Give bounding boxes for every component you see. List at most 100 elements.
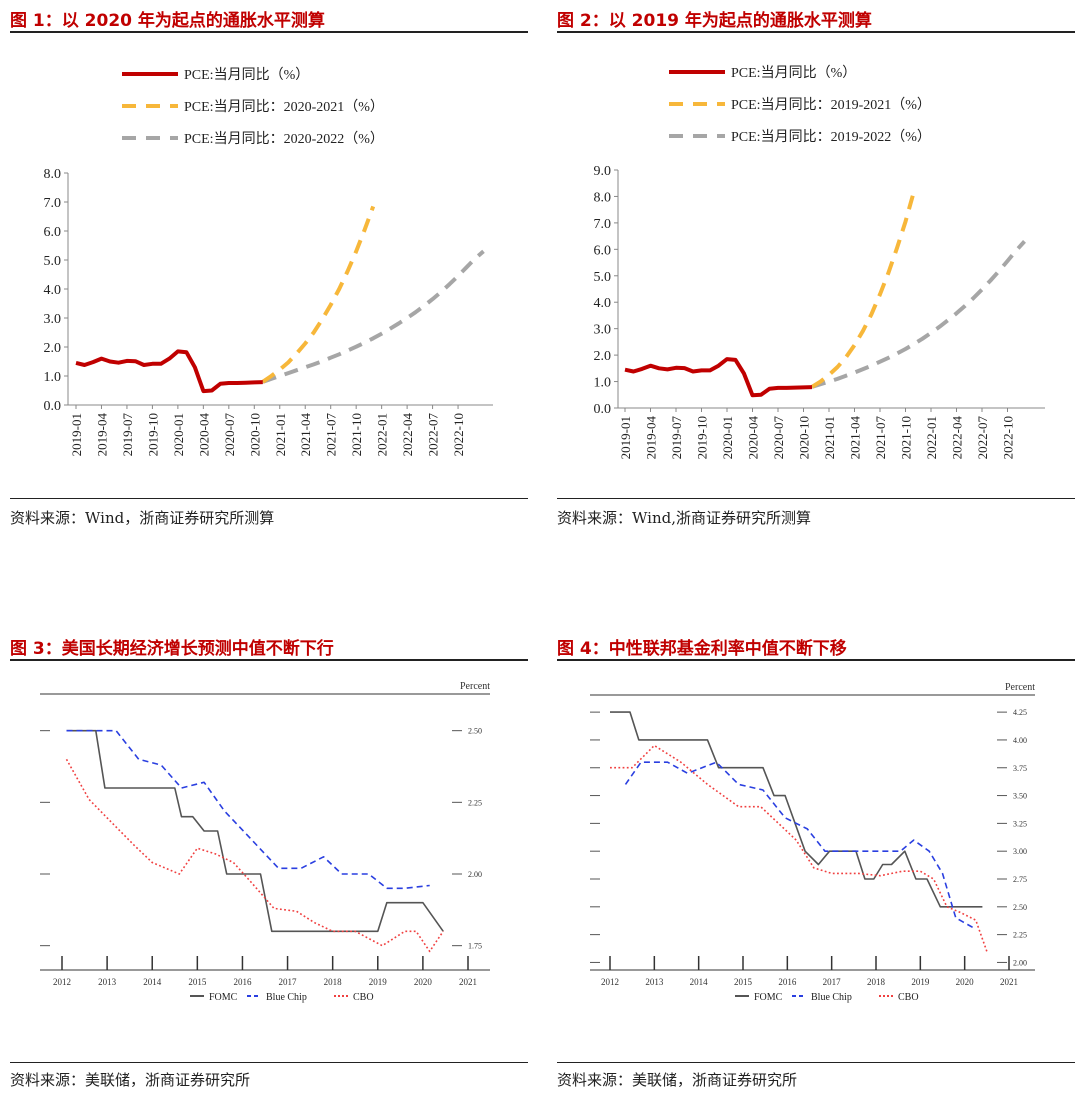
fig2-legend-label-2: PCE:当月同比：2019-2022（%）: [731, 129, 931, 145]
fig2-x-tick-label: 2020-10: [797, 416, 812, 459]
figure-4-title: 图 4：中性联邦基金利率中值不断下移: [557, 639, 847, 659]
fig1-x-tick-label: 2019-07: [120, 413, 135, 457]
fig2-x-tick-label: 2019-04: [644, 416, 659, 460]
fig2-y-tick-label: 8.0: [594, 190, 612, 205]
fig2-y-tick-label: 3.0: [594, 323, 612, 338]
fig4-y-tick-label: 3.75: [1013, 764, 1027, 773]
fig4-x-tick-label: 2014: [690, 977, 709, 987]
fig3-legend-label-0: FOMC: [209, 992, 238, 1003]
figure-2-source: 资料来源：Wind,浙商证券研究所测算: [557, 509, 811, 527]
fig2-y-tick-label: 1.0: [594, 376, 612, 391]
figure-3: 图 3：美国长期经济增长预测中值不断下行 Percent 1.75 2.00 2.25…: [10, 628, 528, 1094]
fig2-x-tick-label: 2022-04: [950, 416, 965, 460]
fig2-x-tick-label: 2022-07: [975, 416, 990, 460]
fig4-x-tick-label: 2017: [823, 977, 842, 987]
fig2-x-tick-label: 2021-10: [899, 416, 914, 459]
fig4-y-tick-label: 2.50: [1013, 903, 1027, 912]
figure-1-source: 资料来源：Wind，浙商证券研究所测算: [10, 509, 275, 527]
fig4-series-cbo-line: [610, 744, 988, 952]
fig2-y-tick-label: 7.0: [594, 217, 612, 232]
fig3-series-cbo-line: [65, 758, 444, 953]
figure-2-bottom-rule: [557, 498, 1075, 499]
fig1-x-tick-label: 2021-01: [273, 413, 288, 456]
fig1-y-tick-label: 2.0: [44, 341, 62, 356]
fig2-series-1-line: [810, 190, 916, 389]
fig3-x-tick-label: 2012: [53, 977, 71, 987]
fig3-series-fomc-line: [66, 729, 444, 933]
fig3-legend-label-2: CBO: [353, 992, 374, 1003]
figure-4: 图 4：中性联邦基金利率中值不断下移 Percent 2.00 2.25 2.50 2.…: [557, 628, 1075, 1094]
fig1-legend-label-2: PCE:当月同比：2020-2022（%）: [184, 131, 384, 147]
fig3-legend-label-1: Blue Chip: [266, 992, 307, 1003]
fig1-y-tick-label: 0.0: [44, 399, 62, 414]
fig1-series-0-line: [75, 349, 263, 394]
figure-2: 图 2：以 2019 年为起点的通胀水平测算 PCE:当月同比（%） PCE:当月…: [557, 0, 1075, 540]
fig3-y-tick-label: 2.00: [468, 870, 482, 879]
fig2-series-2-line: [811, 240, 1026, 389]
fig1-x-tick-label: 2020-01: [171, 413, 186, 456]
figure-3-chart: Percent 1.75 2.00 2.25 2.50 2012 2013 2014 2015 2…: [40, 681, 490, 1003]
fig1-y-tick-label: 7.0: [44, 196, 62, 211]
fig4-x-tick-label: 2013: [645, 977, 664, 987]
fig1-x-tick-label: 2021-07: [324, 413, 339, 457]
fig1-y-tick-label: 8.0: [44, 167, 62, 182]
fig4-legend-label-1: Blue Chip: [811, 992, 852, 1003]
fig1-x-tick-label: 2020-04: [196, 413, 211, 457]
fig2-legend-label-0: PCE:当月同比（%）: [731, 65, 856, 81]
fig4-x-tick-label: 2021: [1000, 977, 1018, 987]
figure-3-title: 图 3：美国长期经济增长预测中值不断下行: [10, 639, 334, 659]
fig2-y-tick-label: 6.0: [594, 243, 612, 258]
fig3-x-tick-label: 2014: [143, 977, 162, 987]
fig1-x-tick-label: 2020-07: [222, 413, 237, 457]
fig2-x-tick-label: 2022-01: [924, 416, 939, 459]
fig1-x-tick-label: 2022-04: [400, 413, 415, 457]
figure-1-top-rule: [10, 31, 528, 33]
fig4-y-tick-label: 3.50: [1013, 792, 1027, 801]
fig2-y-tick-label: 0.0: [594, 402, 612, 417]
fig1-x-tick-label: 2019-04: [94, 413, 109, 457]
fig3-x-tick-label: 2018: [324, 977, 343, 987]
fig3-series-blue-chip-line: [66, 729, 430, 890]
fig1-x-tick-label: 2021-10: [349, 413, 364, 456]
fig2-x-tick-label: 2019-07: [669, 416, 684, 460]
fig3-y-tick-label: 1.75: [468, 942, 482, 951]
fig1-y-tick-label: 6.0: [44, 225, 62, 240]
fig3-x-tick-label: 2020: [414, 977, 433, 987]
fig4-x-tick-label: 2015: [734, 977, 753, 987]
figure-1-bottom-rule: [10, 498, 528, 499]
figure-4-top-rule: [557, 659, 1075, 661]
figure-2-chart: PCE:当月同比（%） PCE:当月同比：2019-2021（%） PCE:当月同比…: [594, 65, 1045, 460]
fig4-y-tick-label: 2.75: [1013, 875, 1027, 884]
fig4-x-tick-label: 2016: [778, 977, 797, 987]
fig4-x-tick-label: 2020: [956, 977, 975, 987]
fig2-x-tick-label: 2021-04: [848, 416, 863, 460]
fig3-y-tick-label: 2.50: [468, 727, 482, 736]
fig4-legend-label-2: CBO: [898, 992, 919, 1003]
fig4-x-tick-label: 2019: [911, 977, 930, 987]
fig1-y-tick-label: 3.0: [44, 312, 62, 327]
figure-4-chart: Percent 2.00 2.25 2.50 2.75 3.00 3.25 3.50 3.75 4…: [590, 682, 1035, 1003]
fig1-x-tick-label: 2019-01: [69, 413, 84, 456]
fig4-x-tick-label: 2012: [601, 977, 619, 987]
fig3-x-tick-label: 2019: [369, 977, 388, 987]
fig1-legend-label-0: PCE:当月同比（%）: [184, 67, 309, 83]
fig2-x-tick-label: 2019-10: [695, 416, 710, 459]
fig1-x-tick-label: 2022-01: [375, 413, 390, 456]
fig4-y-tick-label: 3.00: [1013, 847, 1027, 856]
fig2-x-tick-label: 2020-01: [720, 416, 735, 459]
fig1-x-tick-label: 2020-10: [247, 413, 262, 456]
fig4-y-tick-label: 2.25: [1013, 931, 1027, 940]
fig2-x-tick-label: 2020-07: [771, 416, 786, 460]
fig1-y-tick-label: 1.0: [44, 370, 62, 385]
fig4-y-tick-label: 4.25: [1013, 708, 1027, 717]
fig2-x-tick-label: 2021-01: [822, 416, 837, 459]
fig1-x-tick-label: 2021-04: [298, 413, 313, 457]
fig2-x-tick-label: 2021-07: [873, 416, 888, 460]
fig2-y-tick-label: 9.0: [594, 164, 612, 179]
fig4-y-tick-label: 2.00: [1013, 958, 1027, 967]
fig2-y-tick-label: 2.0: [594, 349, 612, 364]
fig3-x-tick-label: 2015: [188, 977, 207, 987]
fig3-unit-label: Percent: [460, 681, 490, 692]
fig4-y-tick-label: 4.00: [1013, 736, 1027, 745]
figure-1-title: 图 1：以 2020 年为起点的通胀水平测算: [10, 11, 325, 31]
